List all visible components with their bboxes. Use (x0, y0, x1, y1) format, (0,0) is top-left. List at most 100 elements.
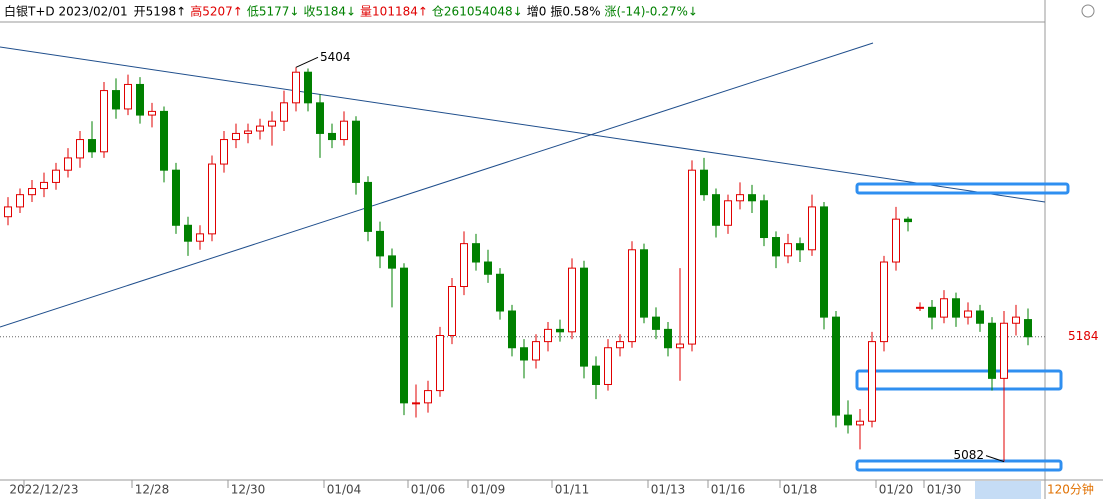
candle-body (544, 328, 552, 343)
candle-body (712, 194, 720, 226)
candle-body (484, 261, 492, 275)
candle-body (328, 132, 336, 141)
candle-body (928, 306, 936, 318)
candle-body (304, 71, 312, 104)
candle-body (64, 157, 72, 171)
x-tick-label: 01/09 (471, 483, 506, 497)
x-tick-label: 01/16 (711, 483, 746, 497)
candle-body (4, 206, 12, 218)
candle-body (784, 243, 792, 257)
header-item: 高5207↑ (190, 4, 243, 19)
candle-body (988, 322, 996, 379)
candle-body (724, 200, 732, 226)
candle-body (772, 237, 780, 257)
header-item: 增0 (527, 5, 547, 19)
candle-body (40, 181, 48, 190)
candle-body (1000, 322, 1008, 379)
period-highlight (975, 481, 1041, 499)
last-price-label: 5184 (1068, 329, 1099, 343)
candle-body (580, 267, 588, 367)
candle-body (1012, 316, 1020, 324)
header-item: 收5184↓ (303, 5, 356, 19)
candle-body (268, 120, 276, 127)
candle-body (592, 365, 600, 385)
candle-body (136, 83, 144, 116)
header-item: 低5177↓ (247, 5, 300, 19)
candle-body (196, 233, 204, 242)
candle-body (904, 218, 912, 223)
candle-body (556, 328, 564, 333)
candle-body (532, 341, 540, 361)
candle-body (208, 163, 216, 235)
candle-body (220, 139, 228, 165)
candle-body (676, 343, 684, 349)
header-item: 涨(-14)-0.27%↓ (604, 4, 697, 19)
x-tick-label: 01/06 (411, 483, 446, 497)
min-label: 5082 (953, 448, 984, 462)
x-tick-label: 01/04 (327, 483, 362, 497)
trend-line (0, 46, 1046, 203)
candle-body (688, 169, 696, 345)
header-item: 白银T+D 2023/02/01 (4, 4, 128, 19)
candle-body (856, 420, 864, 426)
candle-body (460, 243, 468, 288)
header-item: 仓261054048↓ (432, 5, 523, 19)
candle-body (256, 125, 264, 132)
candle-body (628, 249, 636, 343)
candle-body (244, 130, 252, 134)
candle-body (508, 310, 516, 349)
candle-body (400, 267, 408, 404)
candle-body (604, 347, 612, 385)
header-item: 量101184↑ (360, 5, 428, 19)
settings-icon[interactable] (1081, 4, 1095, 18)
candle-body (736, 194, 744, 202)
x-tick-label: 01/18 (783, 483, 818, 497)
candle-body (388, 255, 396, 269)
candle-body (124, 83, 132, 110)
candle-body (448, 286, 456, 336)
candle-body (172, 169, 180, 226)
candle-body (280, 102, 288, 122)
period-label: 120分钟 (1047, 482, 1094, 497)
candle-body (364, 181, 372, 232)
candle-body (952, 298, 960, 318)
candle-body (796, 243, 804, 251)
x-tick-label: 12/30 (231, 483, 266, 497)
candle-body (52, 169, 60, 183)
x-tick-label: 01/30 (927, 483, 962, 497)
candle-body (412, 402, 420, 405)
min-leader (985, 455, 1005, 463)
candle-body (940, 298, 948, 318)
candle-body (496, 273, 504, 312)
candle-body (880, 261, 888, 343)
candle-body (232, 132, 240, 141)
x-tick-label: 01/13 (651, 483, 686, 497)
max-label: 5404 (320, 50, 351, 64)
candle-body (700, 169, 708, 196)
candle-body (28, 188, 36, 196)
header-item: 开5198↑ (134, 5, 187, 19)
candle-body (112, 90, 120, 110)
candle-body (76, 139, 84, 159)
candle-body (316, 102, 324, 134)
x-tick-label: 2022/12/23 (9, 483, 78, 497)
candle-body (340, 120, 348, 141)
candle-body (868, 341, 876, 422)
candle-body (964, 310, 972, 318)
candle-body (844, 414, 852, 426)
header-item: 振0.58% (550, 5, 600, 19)
candle-body (88, 139, 96, 153)
candle-body (832, 316, 840, 416)
candle-body (520, 347, 528, 361)
candle-body (664, 328, 672, 349)
candle-body (376, 230, 384, 257)
candle-body (568, 267, 576, 333)
candle-body (424, 390, 432, 404)
x-tick-label: 12/28 (135, 483, 170, 497)
candle-body (16, 194, 24, 208)
candle-body (160, 110, 168, 171)
candle-body (1024, 319, 1032, 338)
candle-body (352, 120, 360, 183)
